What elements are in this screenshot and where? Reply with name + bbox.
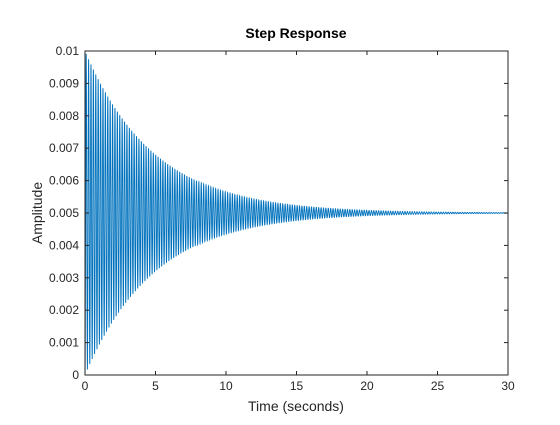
x-ticks: 0 5 10 15 20 25 30 bbox=[82, 51, 515, 393]
x-tick-label: 20 bbox=[360, 379, 374, 393]
y-tick-label: 0 bbox=[72, 368, 79, 382]
y-tick-label: 0.006 bbox=[49, 174, 79, 188]
x-tick-label: 25 bbox=[431, 379, 445, 393]
x-tick-label: 5 bbox=[152, 379, 159, 393]
y-tick-label: 0.003 bbox=[49, 271, 79, 285]
x-tick-label: 15 bbox=[290, 379, 304, 393]
series-layer bbox=[84, 53, 509, 376]
y-tick-label: 0.002 bbox=[49, 303, 79, 317]
chart-title: Step Response bbox=[245, 25, 346, 41]
y-axis-label: Amplitude bbox=[29, 182, 45, 244]
y-tick-label: 0.004 bbox=[49, 238, 79, 252]
x-tick-label: 10 bbox=[219, 379, 233, 393]
y-tick-label: 0.005 bbox=[49, 206, 79, 220]
y-tick-label: 0.01 bbox=[56, 44, 80, 58]
x-axis-label: Time (seconds) bbox=[248, 398, 344, 414]
y-ticks: 0 0.001 0.002 0.003 0.004 0.005 0.006 0.007 0.00… bbox=[49, 44, 508, 382]
y-tick-label: 0.009 bbox=[49, 76, 79, 90]
step-response-line bbox=[84, 53, 509, 376]
y-tick-label: 0.008 bbox=[49, 109, 79, 123]
y-tick-label: 0.001 bbox=[49, 336, 79, 350]
y-tick-label: 0.007 bbox=[49, 141, 79, 155]
x-tick-label: 0 bbox=[82, 379, 89, 393]
x-tick-label: 30 bbox=[501, 379, 515, 393]
